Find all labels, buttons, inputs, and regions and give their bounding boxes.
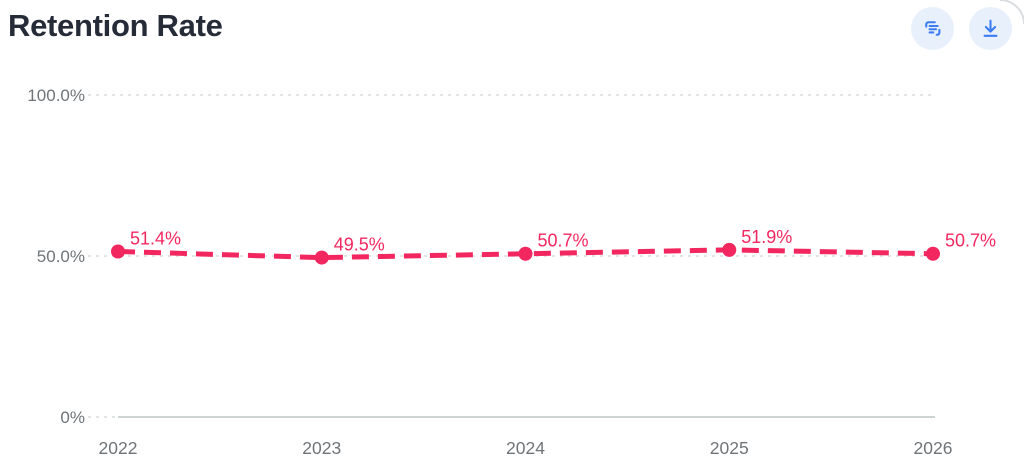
data-point[interactable] — [722, 242, 737, 257]
card-corner-edge — [999, 0, 1024, 25]
y-tick-label: 50.0% — [37, 247, 85, 266]
x-tick-label: 2024 — [506, 438, 545, 458]
data-point-label: 50.7% — [945, 231, 996, 251]
data-point-label: 49.5% — [334, 235, 385, 255]
download-button[interactable] — [969, 7, 1012, 50]
data-point-label: 51.9% — [741, 227, 792, 247]
x-tick-label: 2022 — [99, 438, 138, 458]
copy-data-button[interactable] — [911, 7, 954, 50]
x-tick-label: 2026 — [914, 438, 953, 458]
data-point[interactable] — [314, 250, 329, 265]
data-point[interactable] — [518, 246, 533, 261]
data-point[interactable] — [111, 244, 125, 259]
data-line — [117, 247, 934, 261]
y-tick-label: 100.0% — [27, 86, 85, 105]
x-tick-label: 2025 — [710, 438, 749, 458]
download-icon — [978, 16, 1003, 41]
data-point-label: 50.7% — [538, 231, 589, 251]
chart-toolbar — [911, 7, 1012, 50]
copy-list-icon — [920, 16, 945, 41]
y-tick-label: 0% — [60, 408, 85, 427]
data-point-label: 51.4% — [130, 228, 181, 248]
page-title: Retention Rate — [8, 8, 223, 43]
data-point[interactable] — [926, 246, 940, 261]
x-tick-label: 2023 — [302, 438, 341, 458]
